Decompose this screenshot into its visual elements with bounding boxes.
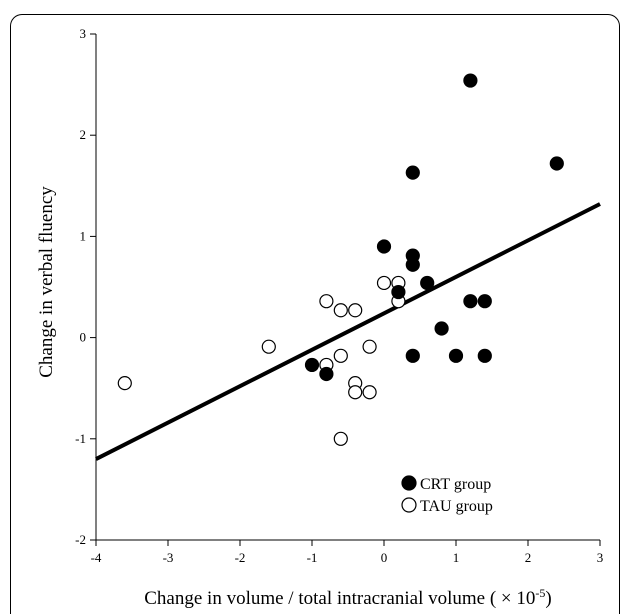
tau-point: [333, 348, 348, 363]
y-tick-label: 1: [80, 228, 87, 243]
tau-point: [362, 339, 377, 354]
crt-point: [477, 294, 492, 309]
crt-point: [463, 73, 478, 88]
crt-point: [405, 165, 420, 180]
legend: CRT group TAU group: [401, 475, 493, 515]
y-tick-label: 3: [80, 26, 87, 41]
crt-point: [549, 156, 564, 171]
y-tick-label: -2: [75, 532, 86, 547]
y-tick-label: -1: [75, 431, 86, 446]
tau-point: [362, 385, 377, 400]
regression-line-path: [95, 202, 601, 461]
axes: -2 -1 0 1 2 3 -4 -3 -2 -1 0 1 2 3: [75, 26, 603, 565]
tau-point: [117, 376, 132, 391]
data-points: [117, 73, 564, 446]
tau-point: [348, 303, 363, 318]
y-axis-title: Change in verbal fluency: [36, 186, 57, 378]
crt-point: [391, 284, 406, 300]
x-axis-title-main: Change in volume / total intracranial vo…: [144, 588, 535, 609]
crt-point: [376, 239, 392, 254]
tau-point: [261, 339, 276, 354]
x-tick-label: -3: [163, 550, 174, 565]
crt-point: [420, 275, 435, 291]
legend-crt-label: CRT group: [420, 476, 491, 493]
crt-point: [405, 257, 420, 272]
crt-point: [434, 321, 449, 336]
x-axis-title: Change in volume / total intracranial vo…: [144, 586, 551, 609]
regression-line: [95, 202, 601, 461]
figure-frame: [10, 14, 620, 614]
tau-point: [319, 294, 334, 309]
x-tick-label: -2: [235, 550, 246, 565]
legend-tau-label: TAU group: [420, 498, 493, 515]
tau-point: [376, 275, 392, 291]
x-tick-label: 2: [525, 550, 532, 565]
crt-point: [405, 348, 420, 363]
x-tick-label: 3: [597, 550, 604, 565]
x-tick-label: 1: [453, 550, 460, 565]
y-tick-label: 2: [80, 127, 87, 142]
x-tick-label: -4: [91, 550, 102, 565]
legend-tau-marker: [401, 497, 417, 513]
tau-point: [348, 385, 363, 400]
crt-point: [463, 294, 478, 309]
x-tick-label: -1: [307, 550, 318, 565]
crt-point: [319, 366, 334, 382]
crt-point: [477, 348, 492, 363]
x-axis-title-exponent: -5: [535, 586, 545, 600]
crt-point: [448, 348, 464, 363]
y-tick-label: 0: [80, 330, 87, 345]
legend-crt-marker: [401, 475, 417, 491]
tau-point: [333, 431, 348, 446]
x-tick-label: 0: [381, 550, 388, 565]
tau-point: [333, 303, 348, 318]
x-axis-title-close: ): [545, 588, 551, 609]
crt-point: [304, 357, 320, 373]
